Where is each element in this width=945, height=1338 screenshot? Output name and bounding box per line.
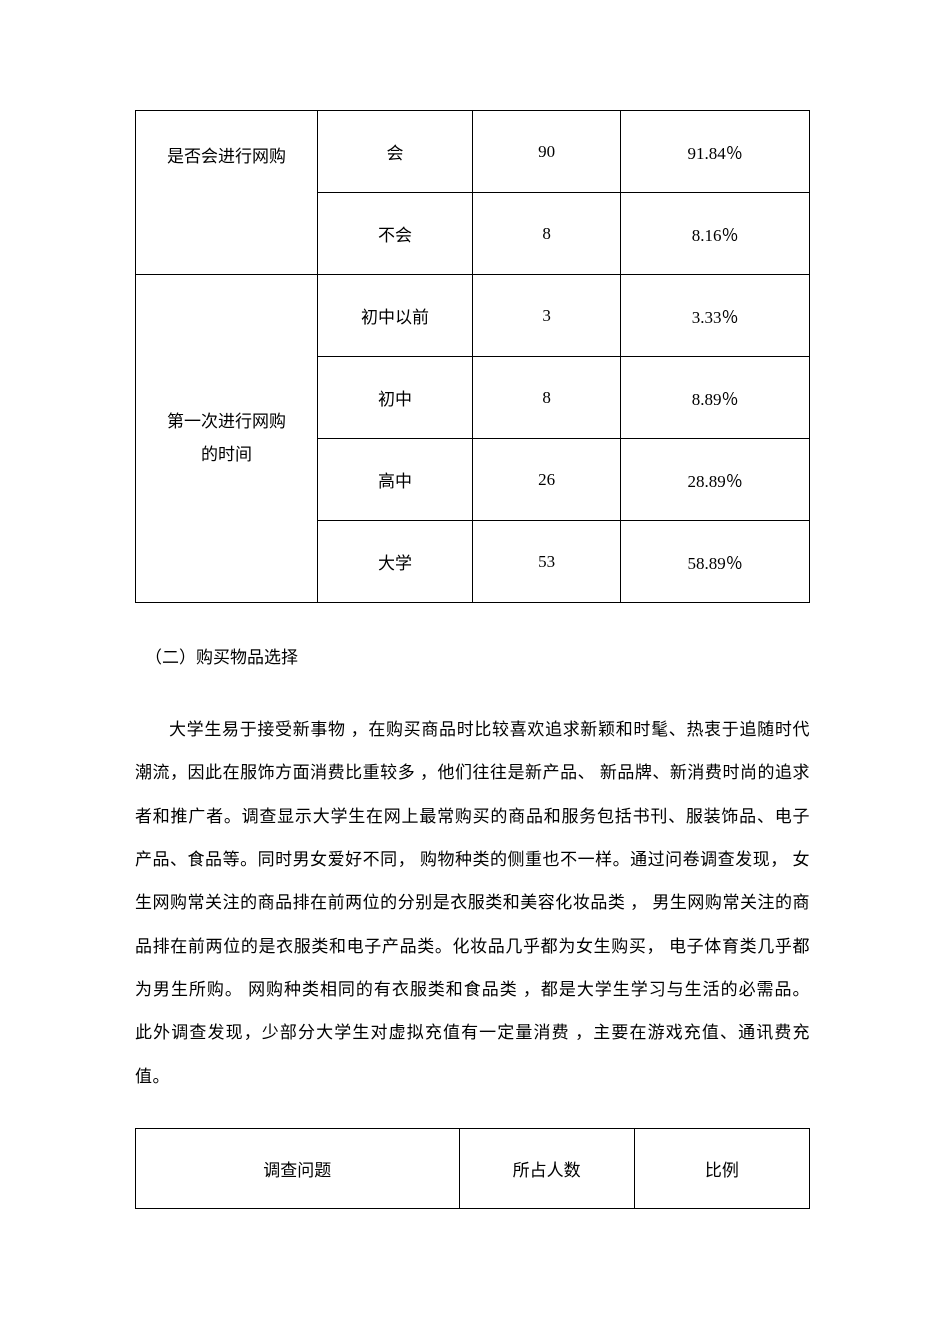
option-cell: 高中 (317, 439, 472, 521)
question-cell-shopping: 是否会进行网购 (136, 111, 318, 275)
count-cell: 8 (472, 193, 620, 275)
question-line1: 第一次进行网购 (144, 406, 309, 438)
option-cell: 大学 (317, 521, 472, 603)
option-cell: 不会 (317, 193, 472, 275)
count-cell: 3 (472, 275, 620, 357)
question-line2: 的时间 (144, 439, 309, 471)
count-cell: 26 (472, 439, 620, 521)
percent-cell: 91.84％ (621, 111, 810, 193)
survey-table-1: 是否会进行网购 会 90 91.84％ 不会 8 8.16％ 第一次进行网购 的… (135, 110, 810, 603)
question-text: 是否会进行网购 (167, 147, 286, 166)
table-row: 是否会进行网购 会 90 91.84％ (136, 111, 810, 193)
header-percent: 比例 (634, 1129, 809, 1209)
body-paragraph: 大学生易于接受新事物 ，在购买商品时比较喜欢追求新颖和时髦、热衷于追随时代潮流，… (135, 708, 810, 1098)
percent-cell: 8.89％ (621, 357, 810, 439)
count-cell: 53 (472, 521, 620, 603)
count-cell: 8 (472, 357, 620, 439)
survey-table-2: 调查问题 所占人数 比例 (135, 1128, 810, 1209)
percent-cell: 58.89％ (621, 521, 810, 603)
header-question: 调查问题 (136, 1129, 460, 1209)
option-cell: 会 (317, 111, 472, 193)
percent-cell: 8.16％ (621, 193, 810, 275)
percent-cell: 28.89％ (621, 439, 810, 521)
header-count: 所占人数 (459, 1129, 634, 1209)
count-cell: 90 (472, 111, 620, 193)
option-cell: 初中以前 (317, 275, 472, 357)
section-heading: （二）购买物品选择 (145, 643, 810, 668)
table-row: 第一次进行网购 的时间 初中以前 3 3.33％ (136, 275, 810, 357)
percent-cell: 3.33％ (621, 275, 810, 357)
option-cell: 初中 (317, 357, 472, 439)
question-cell-first-time: 第一次进行网购 的时间 (136, 275, 318, 603)
table-header-row: 调查问题 所占人数 比例 (136, 1129, 810, 1209)
